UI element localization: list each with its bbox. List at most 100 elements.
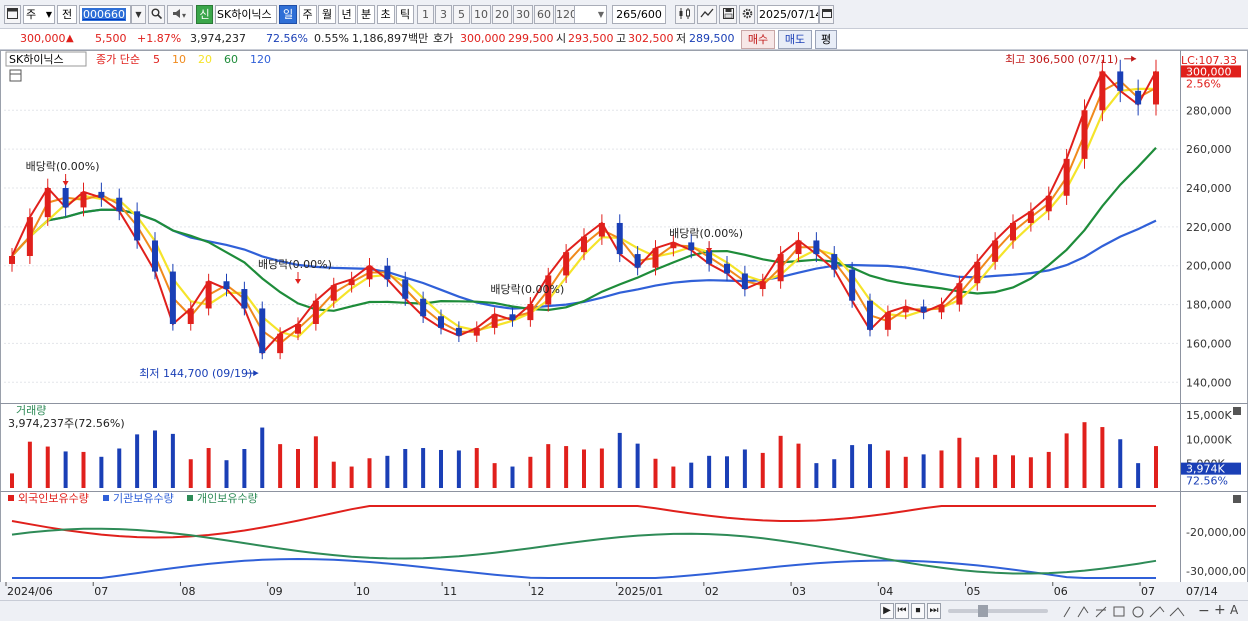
candle-body: [312, 300, 319, 324]
candle-body: [205, 281, 212, 309]
date-field[interactable]: 2025/07/14: [757, 5, 819, 24]
trade-amount: 1,186,897백만: [352, 32, 429, 45]
candle-body: [581, 236, 587, 253]
price-tick-label: 200,000: [1186, 260, 1232, 273]
date-value: 2025/07/14: [759, 8, 819, 21]
current-volume-label: 3,974K: [1186, 463, 1225, 476]
chart-area[interactable]: 280,000 260,000 240,000 220,000 200,000 180,0…: [0, 50, 1248, 600]
average-button[interactable]: 평: [815, 30, 837, 49]
candle-body: [116, 197, 123, 212]
candle-body: [152, 240, 158, 272]
volume-bar: [975, 457, 980, 488]
volume-bar: [45, 446, 50, 488]
zoom-out-icon[interactable]: −: [1198, 603, 1210, 619]
chart-window-icon[interactable]: [4, 5, 21, 24]
display-count-field[interactable]: 265/600: [612, 5, 666, 24]
candle-body: [724, 263, 730, 274]
current-price-label: 300,000: [1186, 65, 1232, 78]
interval-tab-4[interactable]: 20: [492, 5, 512, 24]
period-tab-3[interactable]: 년: [337, 5, 356, 24]
font-size-icon[interactable]: A: [1230, 603, 1239, 617]
volume-bar: [1046, 451, 1051, 488]
interval-tab-3[interactable]: 10: [471, 5, 491, 24]
volume-bar: [939, 450, 944, 488]
play-button[interactable]: ▶: [880, 603, 894, 619]
current-pct-label: 2.56%: [1186, 77, 1221, 90]
period-tab-6[interactable]: 틱: [396, 5, 414, 24]
settings-button[interactable]: [739, 5, 755, 24]
zoom-tool-button[interactable]: [675, 5, 695, 24]
period-unit-label: 주: [26, 8, 37, 21]
interval-tab-1[interactable]: 3: [435, 5, 452, 24]
volume-value: 3,974,237: [190, 32, 246, 45]
stock-name-field[interactable]: SK하이닉스: [215, 5, 277, 24]
open-price: 293,500: [568, 32, 614, 45]
stock-code-input[interactable]: 000660: [79, 5, 131, 24]
price-chart-canvas[interactable]: 280,000 260,000 240,000 220,000 200,000 180,0…: [0, 50, 1248, 600]
period-unit-select[interactable]: 주 ▼: [23, 5, 55, 24]
volume-subtitle: 3,974,237주(72.56%): [8, 417, 125, 430]
period-tab-4[interactable]: 분: [357, 5, 375, 24]
zoom-in-icon[interactable]: +: [1214, 602, 1226, 618]
last-icon: ⏭: [929, 605, 939, 616]
code-dropdown-button[interactable]: ▼: [131, 5, 146, 24]
candle-body: [402, 279, 409, 299]
volume-tick-label: 15,000K: [1186, 409, 1232, 422]
volume-bar: [546, 444, 551, 488]
sound-button[interactable]: ▾: [167, 5, 193, 24]
interval-tab-5[interactable]: 30: [513, 5, 533, 24]
volume-bar: [474, 448, 479, 488]
stop-button[interactable]: ⏹: [911, 603, 925, 619]
quote-bar: 300,000 ▲ 5,500 +1.87% 3,974,237 72.56% …: [0, 29, 1248, 50]
interval-tab-0[interactable]: 1: [417, 5, 434, 24]
calendar-button[interactable]: [819, 5, 834, 24]
period-tab-2[interactable]: 월: [318, 5, 336, 24]
first-button[interactable]: ⏮: [895, 603, 909, 619]
volume-bar: [742, 449, 747, 488]
drawing-tools-icon[interactable]: [1060, 604, 1190, 619]
dividend-annotation: 배당락(0.00%): [669, 227, 743, 240]
candle-body: [777, 254, 784, 282]
buy-button[interactable]: 매수: [741, 30, 775, 49]
volume-bar: [599, 448, 604, 488]
trend-tool-button[interactable]: [697, 5, 717, 24]
compare-button[interactable]: 전: [57, 5, 77, 24]
scroll-thumb[interactable]: [978, 605, 988, 617]
candle-body: [1153, 71, 1159, 105]
volume-bar: [1100, 427, 1105, 488]
volume-bar: [868, 444, 872, 488]
x-axis-label: 04: [879, 585, 893, 598]
interval-tab-6[interactable]: 60: [534, 5, 554, 24]
search-button[interactable]: [148, 5, 165, 24]
ask-price: 300,000: [460, 32, 506, 45]
candle-body: [1063, 158, 1070, 196]
candle-body: [241, 289, 248, 309]
candle-body: [366, 265, 373, 280]
candle-body: [223, 281, 230, 290]
custom-interval-select[interactable]: ▼: [571, 5, 607, 24]
volume-bar: [760, 452, 765, 488]
candle-body: [616, 222, 623, 255]
ma-line-60: [11, 147, 1157, 312]
scroll-track[interactable]: [948, 605, 1048, 617]
draw-tools[interactable]: [1060, 604, 1190, 619]
holding-panel-close-icon: [1233, 495, 1241, 503]
chevron-down-icon: ▼: [135, 10, 142, 19]
period-tab-5[interactable]: 초: [376, 5, 395, 24]
legend-stock-box: [5, 51, 87, 67]
volume-bar: [653, 458, 658, 488]
volume-bar: [564, 446, 569, 488]
save-button[interactable]: [719, 5, 737, 24]
volume-title: 거래량: [16, 404, 46, 417]
x-axis-label: 11: [443, 585, 457, 598]
volume-bar: [921, 454, 926, 488]
period-tab-1[interactable]: 주: [298, 5, 317, 24]
sell-button[interactable]: 매도: [778, 30, 812, 49]
volume-bar: [367, 458, 372, 488]
interval-tab-2[interactable]: 5: [453, 5, 470, 24]
period-tab-0[interactable]: 일: [279, 5, 297, 24]
interval-tab-7[interactable]: 120: [555, 5, 575, 24]
high-arrowhead: [1131, 55, 1137, 62]
last-button[interactable]: ⏭: [927, 603, 941, 619]
up-arrow-icon: ▲: [66, 33, 74, 44]
